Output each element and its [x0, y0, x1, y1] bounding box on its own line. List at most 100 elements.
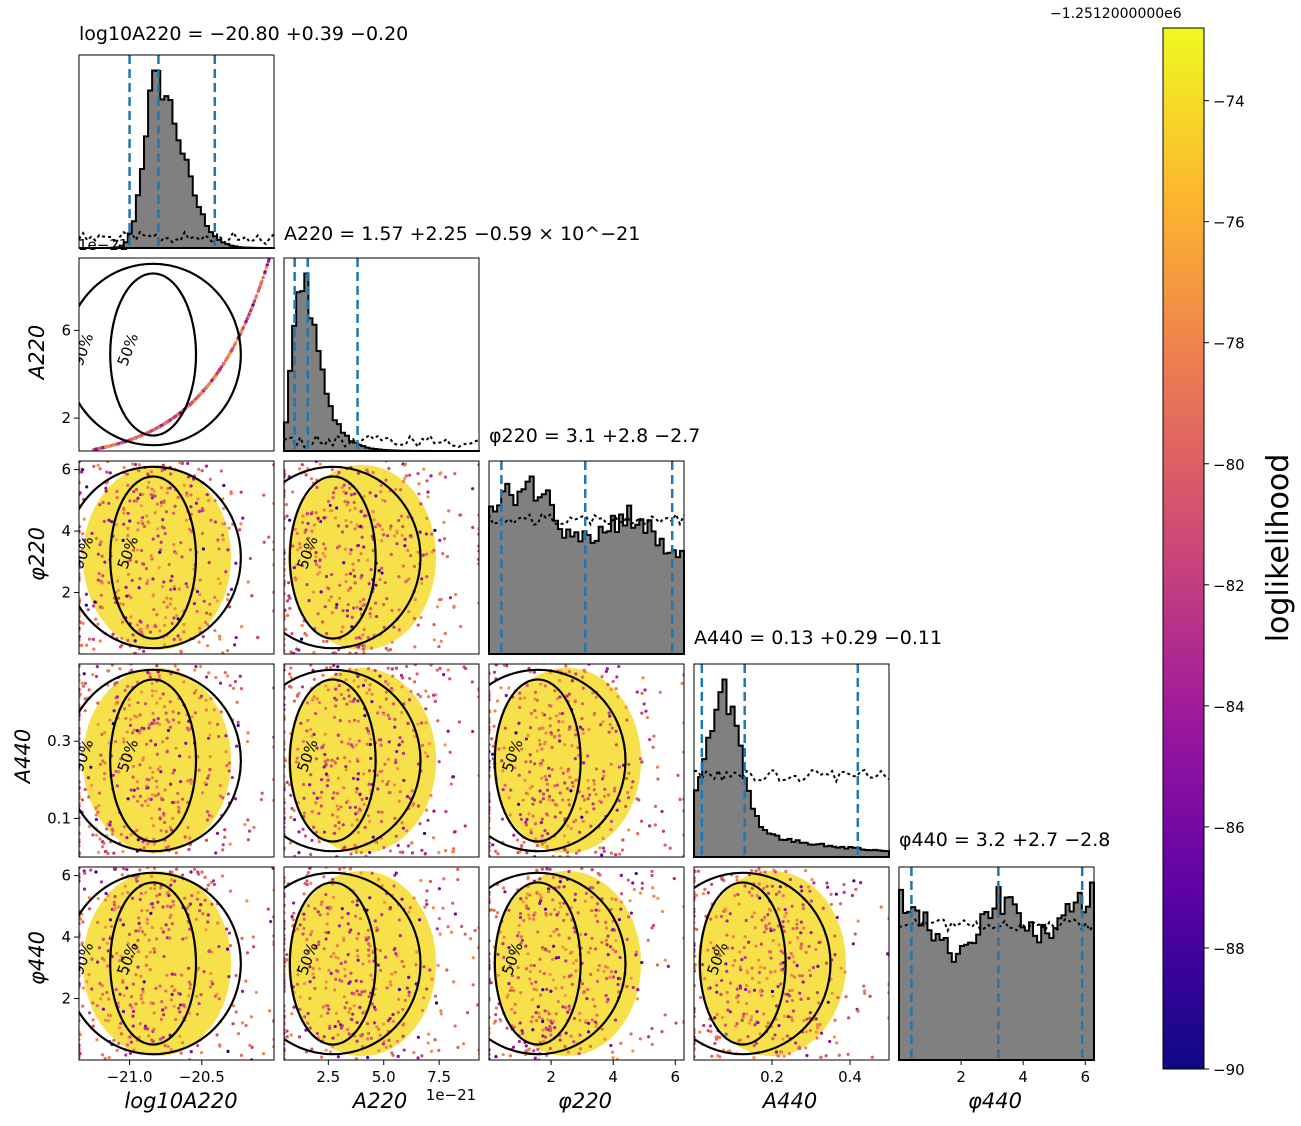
scatter-point — [298, 542, 302, 546]
scatter-point — [172, 416, 176, 420]
scatter-point — [513, 1011, 517, 1015]
scatter-point — [165, 491, 169, 495]
scatter-point — [655, 963, 660, 967]
scatter-point — [387, 466, 391, 471]
scatter-point — [345, 1001, 349, 1005]
scatter-point — [346, 952, 350, 957]
scatter-point — [810, 877, 814, 882]
scatter-point — [452, 830, 457, 834]
scatter-point — [147, 726, 151, 730]
scatter-point — [154, 779, 158, 783]
scatter-point — [518, 849, 522, 854]
scatter-point — [373, 601, 378, 605]
scatter-point — [609, 762, 613, 766]
scatter-point — [660, 909, 664, 914]
scatter-point — [342, 483, 346, 487]
scatter-point — [158, 629, 162, 633]
contour-50% — [288, 881, 377, 1046]
scatter-point — [151, 577, 155, 581]
scatter-point — [611, 1056, 615, 1060]
scatter-point — [544, 913, 548, 917]
scatter-point — [833, 1018, 837, 1022]
scatter-point — [416, 1056, 420, 1060]
scatter-point — [529, 828, 533, 832]
scatter-point — [358, 916, 363, 921]
scatter-point — [328, 509, 333, 513]
scatter-point — [625, 985, 629, 989]
scatter-point — [735, 878, 739, 882]
scatter-point — [168, 936, 172, 940]
scatter-point — [353, 581, 357, 585]
scatter-point — [424, 707, 428, 711]
scatter-point — [226, 792, 230, 796]
scatter-point — [336, 807, 340, 811]
scatter-point — [368, 612, 372, 616]
scatter-point — [144, 742, 149, 746]
scatter-point — [345, 524, 349, 528]
scatter-point — [416, 722, 420, 726]
scatter-point — [396, 843, 400, 848]
contour-90% — [79, 871, 242, 1056]
scatter-point — [640, 881, 644, 885]
scatter-point — [137, 463, 142, 467]
scatter-point — [161, 584, 165, 589]
scatter-point — [520, 843, 524, 848]
scatter-point — [136, 938, 140, 942]
contour-90% — [79, 668, 242, 853]
scatter-point — [126, 572, 131, 576]
scatter-point — [293, 854, 297, 857]
scatter-point — [418, 694, 423, 699]
scatter-point — [134, 1002, 138, 1006]
scatter-point — [337, 820, 341, 825]
scatter-point — [591, 997, 595, 1001]
scatter-point — [531, 802, 535, 806]
scatter-point — [162, 600, 166, 604]
scatter-point — [752, 1043, 756, 1048]
title-text-3: A440 = 0.13 +0.29 −0.11 — [694, 627, 942, 649]
scatter-point — [107, 1056, 111, 1060]
scatter-point — [338, 719, 342, 723]
scatter-point — [149, 470, 154, 474]
scatter-point — [543, 1009, 547, 1013]
scatter-point — [767, 922, 772, 926]
scatter-point — [269, 252, 272, 255]
scatter-point — [148, 723, 152, 727]
scatter-point — [782, 1054, 786, 1058]
scatter-point — [836, 995, 840, 1000]
scatter-point — [558, 811, 563, 815]
scatter-point — [736, 892, 740, 897]
scatter-point — [600, 940, 604, 945]
scatter-point — [713, 1041, 717, 1046]
scatter-point — [137, 731, 142, 735]
scatter-point — [102, 777, 107, 781]
scatter-point — [79, 565, 82, 569]
scatter-point — [139, 974, 143, 978]
scatter-point — [468, 937, 473, 941]
scatter-point — [624, 705, 628, 709]
scatter-point — [879, 905, 883, 909]
scatter-point — [807, 944, 811, 948]
scatter-point — [587, 1021, 591, 1025]
scatter-point — [206, 920, 210, 924]
scatter-point — [85, 485, 89, 489]
scatter-point — [756, 958, 761, 962]
scatter-point — [290, 914, 294, 919]
scatter-point — [121, 923, 125, 927]
scatter-point — [324, 631, 329, 636]
scatter-point — [305, 583, 309, 587]
scatter-point — [799, 920, 803, 924]
scatter-point — [676, 773, 680, 777]
scatter-point — [175, 613, 179, 618]
scatter-point — [589, 824, 593, 828]
scatter-point — [809, 899, 814, 903]
scatter-point — [83, 787, 87, 792]
scatter-point — [149, 874, 153, 878]
scatter-point — [611, 975, 616, 979]
scatter-point — [172, 637, 176, 642]
scatter-point — [363, 825, 367, 830]
scatter-point — [377, 1027, 381, 1031]
scatter-point — [526, 792, 530, 796]
scatter-point — [374, 583, 378, 587]
scatter-point — [818, 940, 822, 944]
scatter-point — [330, 468, 334, 472]
